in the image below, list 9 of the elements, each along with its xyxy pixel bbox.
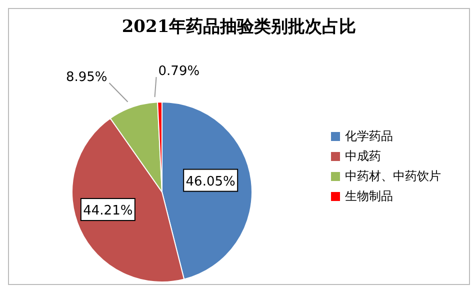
data-label: 8.95%	[66, 70, 108, 85]
legend-label: 中药材、中药饮片	[345, 168, 441, 185]
data-label: 0.79%	[158, 64, 200, 80]
legend-label: 生物制品	[345, 188, 393, 205]
data-label: 44.21%	[83, 204, 133, 219]
legend-label: 化学药品	[345, 128, 393, 145]
chart-title: 2021年药品抽验类别批次占比	[120, 16, 358, 38]
legend-label: 中成药	[345, 148, 381, 165]
data-label: 46.05%	[186, 174, 236, 190]
